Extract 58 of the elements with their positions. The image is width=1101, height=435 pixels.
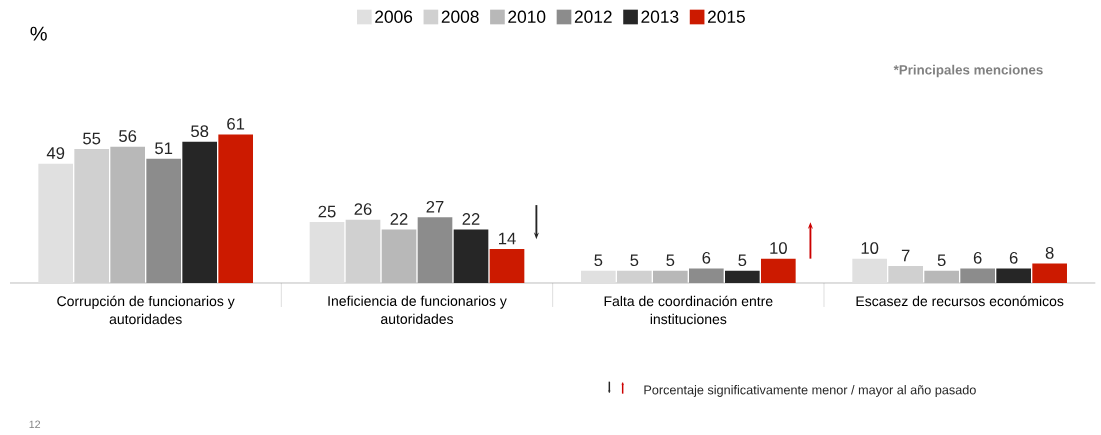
data-label: 6 [1009, 251, 1018, 264]
bar [453, 229, 489, 283]
bar [725, 270, 760, 283]
bar [110, 146, 146, 283]
data-label: 5 [937, 254, 946, 267]
data-label: 56 [119, 130, 137, 142]
bar [617, 270, 652, 283]
legend-label: 2015 [707, 10, 745, 23]
x-tick-label: Ineficiencia de funcionarios y autoridades [328, 295, 507, 324]
data-label: 49 [46, 147, 65, 159]
legend-label: 2008 [441, 10, 479, 23]
data-label: 26 [354, 203, 372, 215]
bar [218, 134, 254, 283]
x-tick-label: Falta de coordinación entre instituciones [604, 295, 773, 325]
x-tick-label: Corrupción de funcionarios y autoridades [57, 295, 235, 325]
bar [182, 141, 218, 283]
legend-label: 2010 [508, 10, 546, 23]
data-label: 10 [861, 242, 879, 254]
legend-label: 2006 [375, 10, 413, 23]
data-label: 61 [227, 117, 245, 130]
bar [924, 270, 959, 283]
bar [760, 258, 796, 283]
text: 12 [29, 420, 41, 429]
data-label: 27 [426, 200, 444, 213]
legend-label: 2012 [574, 10, 612, 23]
data-label: 5 [594, 254, 603, 267]
data-label: 58 [191, 125, 209, 138]
data-label: 5 [666, 254, 675, 267]
bar [581, 270, 616, 283]
data-label: 55 [83, 132, 101, 145]
data-label: 14 [499, 232, 516, 245]
data-label: 6 [702, 251, 711, 264]
data-label: 10 [770, 242, 787, 254]
bar [852, 258, 887, 283]
bar [345, 219, 381, 283]
data-label: 6 [973, 251, 982, 264]
data-label: 51 [155, 142, 173, 155]
bar [74, 149, 110, 283]
text: Porcentaje significativamente menor / mayor al año pasado [644, 385, 976, 397]
data-label: 7 [901, 249, 910, 262]
data-label: 25 [318, 205, 336, 218]
bar [309, 222, 345, 283]
data-label: 5 [738, 254, 747, 267]
text: *Principales menciones [893, 64, 1043, 78]
bar [888, 265, 923, 283]
data-label: 5 [630, 254, 639, 267]
x-tick-label: Escasez de recursos económicos [856, 295, 1064, 307]
bar [1032, 263, 1067, 283]
bar [653, 270, 688, 283]
bar [38, 163, 74, 283]
legend-label: 2013 [641, 10, 679, 23]
y-axis-title: % [30, 26, 47, 41]
bar [996, 268, 1031, 283]
data-label: 8 [1045, 247, 1054, 259]
bar [489, 248, 525, 283]
data-label: 22 [462, 213, 480, 225]
bar [381, 229, 417, 283]
data-label: 22 [390, 213, 408, 225]
